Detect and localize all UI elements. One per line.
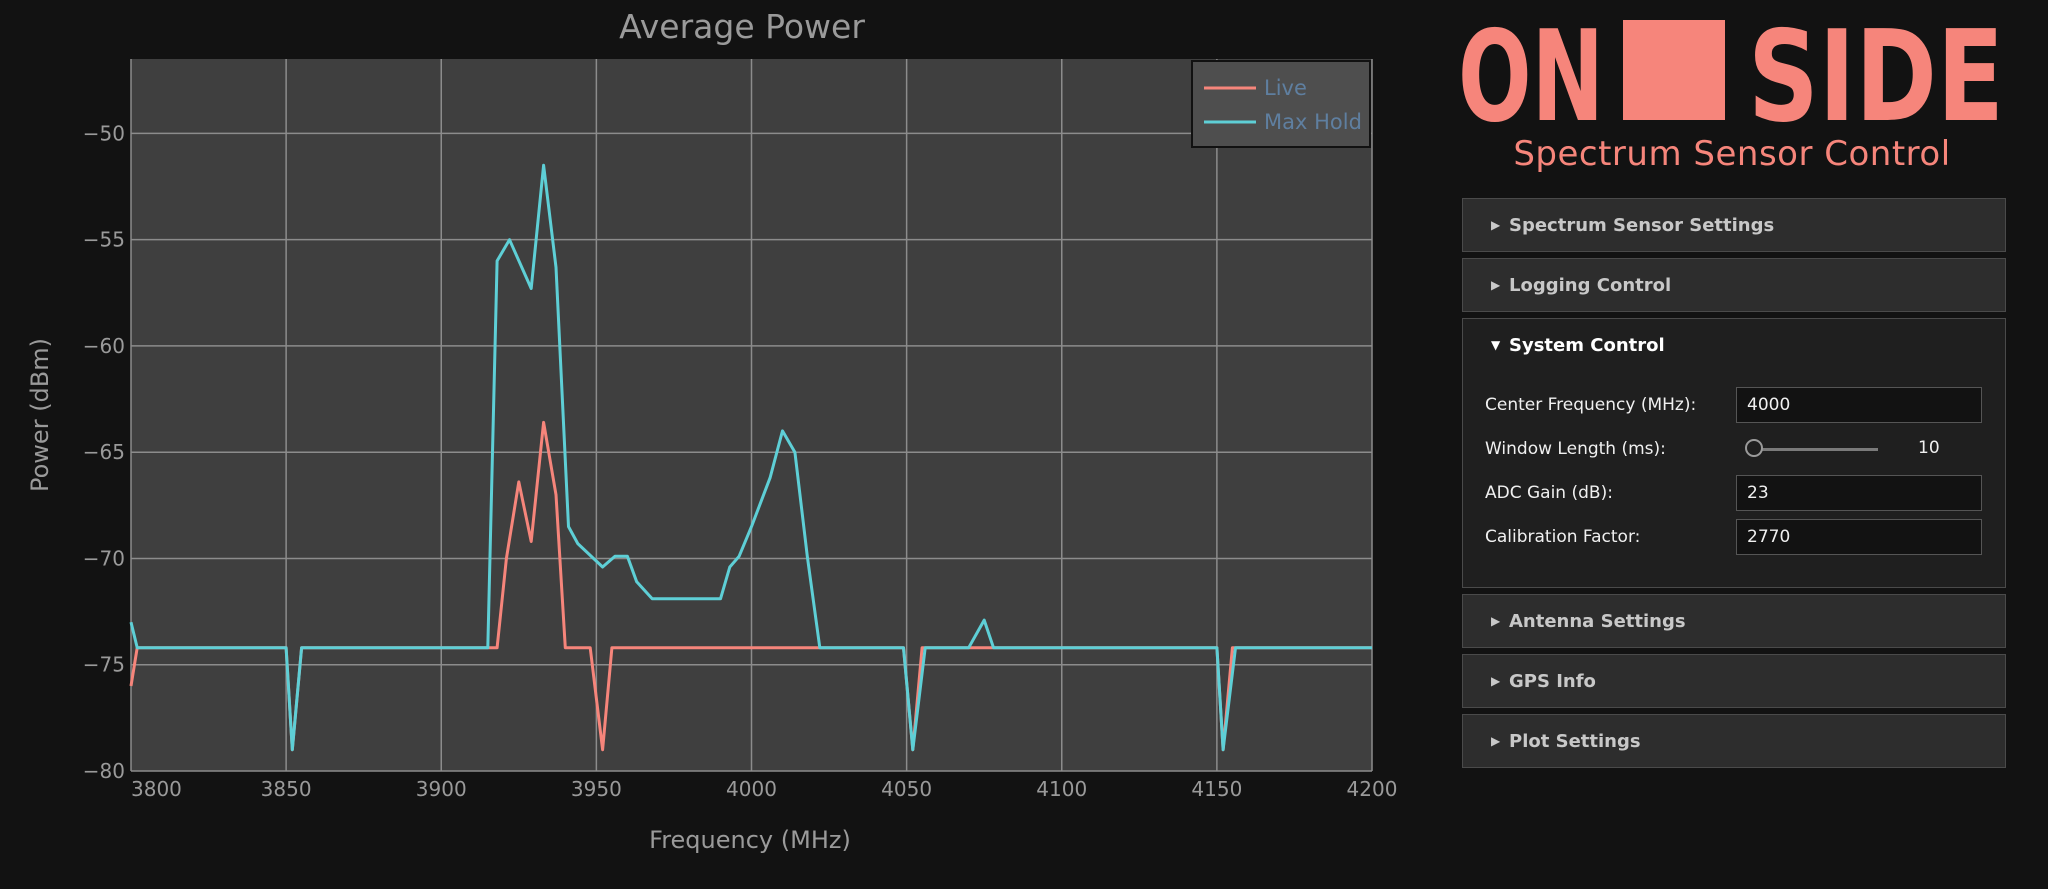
caret-right-icon: ▶ — [1491, 674, 1501, 688]
panel-title: GPS Info — [1509, 670, 1596, 692]
series-line-max-hold[interactable] — [129, 163, 1372, 752]
panel-header-system-control[interactable]: ▼ System Control — [1463, 319, 2005, 371]
y-axis-title: Power (dBm) — [26, 338, 54, 492]
chart-svg[interactable]: Average Power 3800 3850 3900 3950 4000 4050 41… — [0, 0, 1420, 889]
center-frequency-input[interactable]: 4000 — [1736, 387, 1982, 423]
calibration-factor-label: Calibration Factor: — [1485, 527, 1641, 547]
tick-labels: 3800 3850 3900 3950 4000 4050 4100 4150 4200 −80 −… — [83, 121, 1398, 801]
panel-header-antenna-settings[interactable]: ▶ Antenna Settings — [1463, 595, 2005, 647]
adc-gain-input[interactable]: 23 — [1736, 475, 1982, 511]
adc-gain-row: ADC Gain (dB): 23 — [1463, 471, 2005, 515]
panel-title: Spectrum Sensor Settings — [1509, 214, 1775, 236]
panel-header-spectrum-sensor-settings[interactable]: ▶ Spectrum Sensor Settings — [1463, 199, 2005, 251]
slider-handle[interactable] — [1745, 439, 1763, 457]
brand-subtitle: Spectrum Sensor Control — [1513, 134, 1951, 174]
caret-right-icon: ▶ — [1491, 278, 1501, 292]
panel-antenna-settings[interactable]: ▶ Antenna Settings — [1462, 594, 2006, 648]
window-length-slider[interactable]: 10 — [1736, 431, 1982, 467]
legend-label-max-hold[interactable]: Max Hold — [1264, 110, 1362, 134]
onside-logo: ON SIDE — [1458, 12, 2004, 128]
x-axis-title: Frequency (MHz) — [649, 826, 851, 854]
panel-gps-info[interactable]: ▶ GPS Info — [1462, 654, 2006, 708]
y-tick-label: −55 — [83, 228, 125, 252]
brand-header: ON SIDE Spectrum Sensor Control — [1458, 12, 2006, 174]
series-lines — [129, 163, 1372, 752]
calibration-factor-row: Calibration Factor: 2770 — [1463, 515, 2005, 559]
chart-legend[interactable]: Live Max Hold — [1191, 60, 1371, 148]
panel-title: Plot Settings — [1509, 730, 1641, 752]
y-tick-label: −60 — [83, 334, 125, 358]
x-tick-label: 3850 — [261, 777, 312, 801]
logo-square-icon — [1623, 20, 1725, 120]
caret-right-icon: ▶ — [1491, 218, 1501, 232]
panel-header-logging-control[interactable]: ▶ Logging Control — [1463, 259, 2005, 311]
y-tick-label: −75 — [83, 653, 125, 677]
caret-right-icon: ▶ — [1491, 734, 1501, 748]
x-tick-label: 4150 — [1191, 777, 1242, 801]
x-tick-label: 4050 — [881, 777, 932, 801]
legend-box — [1191, 60, 1371, 148]
caret-down-icon: ▼ — [1491, 338, 1501, 352]
panel-title: Antenna Settings — [1509, 610, 1686, 632]
y-tick-label: −50 — [83, 121, 125, 145]
slider-track[interactable] — [1750, 448, 1878, 451]
window-length-value: 10 — [1918, 438, 1940, 458]
legend-label-live[interactable]: Live — [1264, 76, 1307, 100]
center-frequency-label: Center Frequency (MHz): — [1485, 395, 1697, 415]
panel-header-gps-info[interactable]: ▶ GPS Info — [1463, 655, 2005, 707]
x-tick-label: 4000 — [726, 777, 777, 801]
panel-title: Logging Control — [1509, 274, 1672, 296]
x-tick-label: 4100 — [1036, 777, 1087, 801]
x-tick-label: 3950 — [571, 777, 622, 801]
logo-word-on: ON — [1458, 12, 1604, 128]
panel-header-plot-settings[interactable]: ▶ Plot Settings — [1463, 715, 2005, 767]
y-tick-label: −70 — [83, 546, 125, 570]
panel-system-control[interactable]: ▼ System Control Center Frequency (MHz):… — [1462, 318, 2006, 588]
grid-lines — [130, 59, 1373, 772]
panel-plot-settings[interactable]: ▶ Plot Settings — [1462, 714, 2006, 768]
caret-right-icon: ▶ — [1491, 614, 1501, 628]
average-power-chart[interactable]: Average Power 3800 3850 3900 3950 4000 4050 41… — [0, 0, 1420, 889]
x-tick-label: 3800 — [131, 777, 182, 801]
panel-logging-control[interactable]: ▶ Logging Control — [1462, 258, 2006, 312]
chart-title: Average Power — [619, 7, 865, 46]
x-tick-label: 3900 — [416, 777, 467, 801]
window-length-row: Window Length (ms): 10 — [1463, 427, 2005, 471]
y-tick-label: −65 — [83, 440, 125, 464]
y-tick-label: −80 — [83, 759, 125, 783]
panel-spectrum-sensor-settings[interactable]: ▶ Spectrum Sensor Settings — [1462, 198, 2006, 252]
adc-gain-label: ADC Gain (dB): — [1485, 483, 1613, 503]
panel-title: System Control — [1509, 334, 1665, 356]
center-frequency-row: Center Frequency (MHz): 4000 — [1463, 383, 2005, 427]
x-tick-label: 4200 — [1347, 777, 1398, 801]
logo-word-side: SIDE — [1748, 12, 2004, 128]
window-length-label: Window Length (ms): — [1485, 439, 1666, 459]
calibration-factor-input[interactable]: 2770 — [1736, 519, 1982, 555]
